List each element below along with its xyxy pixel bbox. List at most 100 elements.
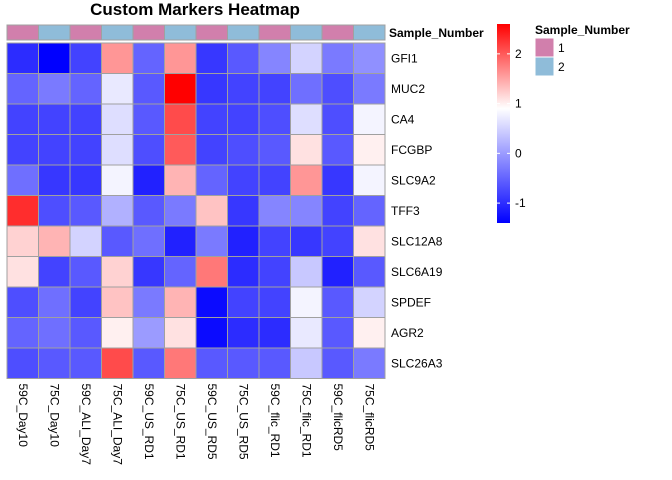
heatmap-cell <box>290 195 323 227</box>
color-scale-tick-label: 2 <box>515 47 522 61</box>
heatmap-cell <box>195 103 228 135</box>
heatmap-cell <box>38 134 71 166</box>
heatmap-cell <box>290 317 323 349</box>
heatmap-cell <box>195 42 228 74</box>
heatmap-cell <box>195 225 228 257</box>
heatmap-cell <box>258 317 291 349</box>
column-label: 75C_Day10 <box>47 384 61 448</box>
heatmap-cell <box>132 195 165 227</box>
row-label: CA4 <box>391 112 415 126</box>
heatmap-cell <box>6 256 39 288</box>
heatmap-cell <box>101 134 134 166</box>
heatmap-cell <box>38 225 71 257</box>
heatmap-cell <box>227 347 260 379</box>
column-label: 59C_US_RD1 <box>142 384 156 460</box>
heatmap-cell <box>38 73 71 105</box>
annotation-cell <box>6 24 39 41</box>
heatmap-cell <box>290 73 323 105</box>
row-label: AGR2 <box>391 326 424 340</box>
heatmap-cell <box>195 164 228 196</box>
color-scale-tick-label: 1 <box>515 97 522 111</box>
row-label: FCGBP <box>391 143 432 157</box>
heatmap-cell <box>258 164 291 196</box>
heatmap-cell <box>132 225 165 257</box>
heatmap-cell <box>353 225 386 257</box>
annotation-cell <box>227 24 260 41</box>
heatmap-cell <box>69 134 102 166</box>
annotation-legend-label: 1 <box>558 41 565 55</box>
heatmap-cell <box>258 134 291 166</box>
column-label: 59C_flic_RD1 <box>268 384 282 458</box>
annotation-cell <box>195 24 228 41</box>
heatmap-cell <box>6 347 39 379</box>
heatmap-cell <box>258 103 291 135</box>
heatmap-cell <box>6 286 39 318</box>
heatmap-cell <box>321 317 354 349</box>
heatmap-cell <box>321 73 354 105</box>
row-label: MUC2 <box>391 82 425 96</box>
heatmap-cell <box>38 286 71 318</box>
column-label: 59C_Day10 <box>16 384 30 448</box>
heatmap-cell <box>227 134 260 166</box>
column-label: 75C_ALI_Day7 <box>110 384 124 466</box>
heatmap-cell <box>69 42 102 74</box>
annotation-legend-swatch <box>534 37 555 58</box>
heatmap-cell <box>258 73 291 105</box>
heatmap-cell <box>101 256 134 288</box>
heatmap-cell <box>321 195 354 227</box>
heatmap-cell <box>6 103 39 135</box>
heatmap-cell <box>164 225 197 257</box>
annotation-cell <box>321 24 354 41</box>
column-labels: 59C_Day10 75C_Day10 59C_ALI_Day7 75C_ALI_Da… <box>16 384 377 466</box>
heatmap-cell <box>353 347 386 379</box>
column-label: 75C_flic_RD1 <box>299 384 313 458</box>
heatmap-cell <box>321 225 354 257</box>
heatmap-cell <box>164 195 197 227</box>
heatmap-cell <box>353 195 386 227</box>
heatmap-cell <box>6 73 39 105</box>
annotation-cell <box>258 24 291 41</box>
heatmap-cell <box>132 42 165 74</box>
heatmap-cell <box>164 286 197 318</box>
heatmap-cell <box>290 164 323 196</box>
heatmap-cell <box>101 347 134 379</box>
heatmap-cell <box>101 286 134 318</box>
heatmap-cell <box>69 164 102 196</box>
heatmap-cell <box>132 347 165 379</box>
heatmap-cell <box>38 42 71 74</box>
column-label: 59C_US_RD5 <box>205 384 219 460</box>
heatmap-cell <box>69 286 102 318</box>
heatmap-cell <box>164 164 197 196</box>
heatmap-cell <box>353 317 386 349</box>
heatmap-cell <box>290 42 323 74</box>
heatmap-cell <box>101 164 134 196</box>
heatmap-cell <box>353 42 386 74</box>
heatmap-cell <box>164 73 197 105</box>
annotation-track <box>6 24 386 41</box>
heatmap-cell <box>227 164 260 196</box>
heatmap-cell <box>227 256 260 288</box>
annotation-cell <box>69 24 102 41</box>
annotation-legend-swatch <box>534 56 555 77</box>
heatmap-cell <box>38 347 71 379</box>
heatmap-cell <box>101 73 134 105</box>
heatmap-cell <box>69 73 102 105</box>
row-label: SLC12A8 <box>391 234 443 248</box>
heatmap-cell <box>69 225 102 257</box>
heatmap-cell <box>101 103 134 135</box>
heatmap-cell <box>321 134 354 166</box>
heatmap-cell <box>38 103 71 135</box>
heatmap-cell <box>195 317 228 349</box>
heatmap-cell <box>6 42 39 74</box>
heatmap-cell <box>132 317 165 349</box>
heatmap-cell <box>258 347 291 379</box>
row-label: SLC26A3 <box>391 356 443 370</box>
heatmap-cell <box>258 256 291 288</box>
heatmap-cell <box>227 225 260 257</box>
annotation-cell <box>101 24 134 41</box>
heatmap-cell <box>353 134 386 166</box>
annotation-track-label: Sample_Number <box>389 26 484 40</box>
heatmap-cell <box>6 164 39 196</box>
